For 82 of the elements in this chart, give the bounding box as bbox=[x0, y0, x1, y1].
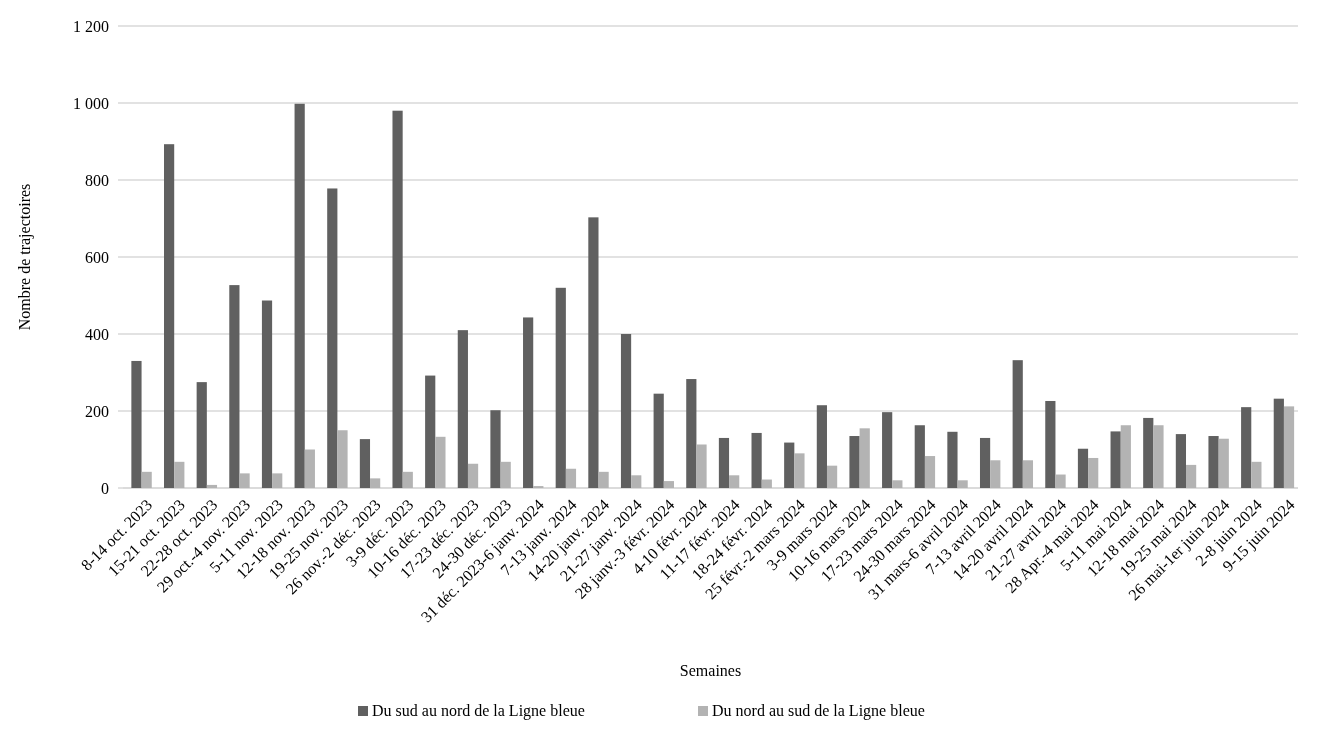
bar bbox=[947, 431, 958, 488]
bar bbox=[500, 461, 511, 488]
legend-label: Du sud au nord de la Ligne bleue bbox=[372, 702, 585, 720]
bar bbox=[794, 453, 805, 488]
bar bbox=[392, 110, 403, 488]
bar bbox=[686, 379, 697, 488]
bar bbox=[359, 439, 371, 488]
bar bbox=[229, 285, 240, 488]
y-tick-label: 0 bbox=[101, 479, 109, 497]
bar bbox=[304, 449, 315, 488]
bar bbox=[663, 481, 674, 488]
bar bbox=[1241, 407, 1252, 488]
legend-label: Du nord au sud de la Ligne bleue bbox=[712, 702, 925, 720]
bar bbox=[751, 432, 762, 488]
bar bbox=[164, 144, 175, 488]
bar bbox=[1218, 438, 1229, 488]
bar bbox=[1022, 460, 1034, 488]
bar bbox=[1251, 461, 1262, 488]
bar bbox=[761, 479, 772, 488]
bar bbox=[1012, 360, 1023, 488]
bar bbox=[467, 463, 479, 488]
bar bbox=[1273, 398, 1284, 488]
bar bbox=[425, 375, 436, 488]
bar bbox=[957, 480, 968, 488]
bar bbox=[327, 188, 338, 488]
bar bbox=[337, 430, 348, 488]
bar bbox=[631, 475, 642, 488]
bar bbox=[784, 442, 795, 488]
bar bbox=[555, 287, 566, 488]
bar bbox=[370, 478, 381, 488]
bar bbox=[882, 412, 893, 488]
bar bbox=[1283, 406, 1295, 488]
bar bbox=[206, 484, 218, 488]
bar bbox=[1088, 457, 1099, 488]
bar bbox=[620, 334, 632, 488]
bar bbox=[859, 428, 870, 488]
bar bbox=[1153, 425, 1164, 488]
bar bbox=[598, 471, 609, 488]
bar bbox=[979, 437, 991, 488]
y-tick-label: 800 bbox=[85, 171, 109, 189]
bar bbox=[1110, 431, 1121, 488]
y-tick-label: 400 bbox=[85, 325, 109, 343]
bar bbox=[196, 382, 207, 488]
bar bbox=[826, 465, 838, 488]
bar bbox=[990, 460, 1001, 488]
bar bbox=[1077, 448, 1089, 488]
bar bbox=[272, 473, 283, 488]
bar bbox=[696, 444, 707, 488]
y-tick-label: 1 200 bbox=[73, 17, 109, 35]
y-tick-label: 200 bbox=[85, 402, 109, 420]
bar bbox=[174, 461, 185, 488]
bar bbox=[131, 360, 142, 488]
bar bbox=[1055, 474, 1066, 488]
bar bbox=[490, 410, 501, 488]
bar bbox=[523, 317, 534, 488]
bar bbox=[914, 425, 925, 488]
bar bbox=[588, 217, 599, 488]
bar bbox=[402, 471, 413, 488]
y-tick-label: 1 000 bbox=[73, 94, 109, 112]
bar bbox=[1120, 425, 1131, 488]
bar bbox=[435, 436, 446, 488]
bar bbox=[141, 471, 152, 488]
bar bbox=[892, 480, 903, 488]
bar bbox=[294, 103, 305, 488]
bar bbox=[565, 468, 577, 488]
bar bbox=[653, 393, 664, 488]
bar bbox=[729, 475, 740, 488]
bar bbox=[1143, 417, 1154, 488]
bar bbox=[1208, 436, 1219, 488]
bar bbox=[816, 405, 827, 488]
y-axis-title: Nombre de trajectoires bbox=[16, 183, 34, 331]
y-tick-label: 600 bbox=[85, 248, 109, 266]
bar bbox=[1175, 434, 1187, 488]
x-axis-title: Semaines bbox=[679, 662, 742, 679]
bar bbox=[261, 300, 273, 488]
bar bbox=[1045, 400, 1056, 488]
bar bbox=[239, 473, 250, 488]
bar bbox=[1186, 464, 1197, 488]
bar bbox=[924, 456, 936, 488]
bar bbox=[457, 330, 468, 488]
bar bbox=[849, 436, 860, 488]
bar bbox=[718, 437, 730, 488]
